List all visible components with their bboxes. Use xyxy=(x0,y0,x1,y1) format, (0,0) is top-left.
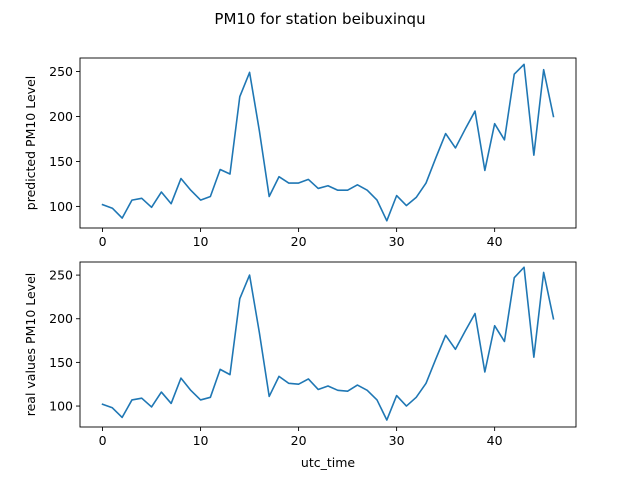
y-tick-label: 150 xyxy=(49,355,73,370)
y-tick-label: 100 xyxy=(49,399,73,414)
x-tick-label: 10 xyxy=(193,234,209,249)
x-tick-label: 40 xyxy=(487,234,503,249)
x-tick-label: 20 xyxy=(291,234,307,249)
y-tick-label: 200 xyxy=(49,311,73,326)
y-tick-label: 250 xyxy=(49,268,73,283)
figure-title: PM10 for station beibuxinqu xyxy=(214,10,425,28)
y-axis-label: predicted PM10 Level xyxy=(23,76,38,210)
x-tick-label: 10 xyxy=(193,433,209,448)
y-tick-label: 100 xyxy=(49,199,73,214)
x-tick-label: 20 xyxy=(291,433,307,448)
axes-frame xyxy=(79,261,577,428)
x-tick-label: 0 xyxy=(99,234,107,249)
x-tick-label: 30 xyxy=(389,433,405,448)
axes-frame xyxy=(79,57,577,229)
x-axis-label: utc_time xyxy=(301,455,355,470)
y-tick-label: 150 xyxy=(49,154,73,169)
y-tick-label: 250 xyxy=(49,64,73,79)
x-tick-label: 40 xyxy=(487,433,503,448)
series-line-1 xyxy=(101,63,555,222)
subplot-1: 0 10 20 30 40 100 150 200 250 predicted PM10 Leve… xyxy=(23,57,577,249)
x-tick-label: 30 xyxy=(389,234,405,249)
series-line-1 xyxy=(101,266,555,421)
y-tick-label: 200 xyxy=(49,109,73,124)
x-tick-label: 0 xyxy=(99,433,107,448)
y-axis-label: real values PM10 Level xyxy=(23,273,38,417)
subplot-2: 0 10 20 30 40 100 150 200 250 real values PM10 Le… xyxy=(23,261,577,470)
